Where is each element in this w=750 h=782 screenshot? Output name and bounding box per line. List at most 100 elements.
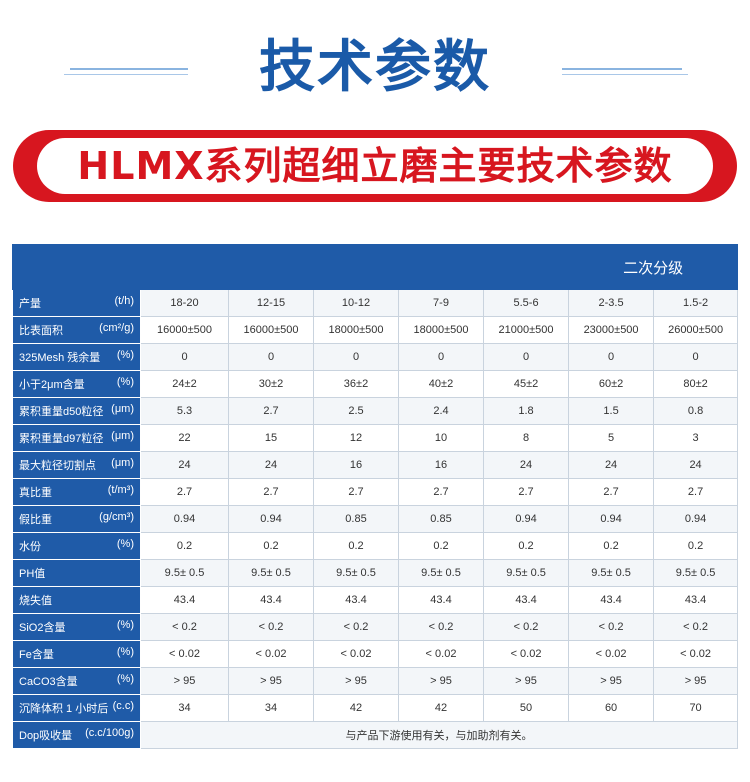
table-cell: 2.7	[482, 478, 570, 506]
table-cell: 2.7	[228, 397, 314, 425]
table-cell: < 0.2	[228, 613, 314, 641]
table-cell: 43.4	[482, 586, 570, 614]
table-cell: < 0.02	[398, 640, 484, 668]
table-cell: 0	[228, 343, 314, 371]
page-title: 技术参数	[259, 35, 491, 100]
row-label: CaCO3含量 (%)	[12, 667, 141, 695]
row-label-unit: (t/m³)	[107, 484, 134, 496]
table-row: 烧失值 43.4 43.4 43.4 43.4 43.4 43.4 43.4	[12, 586, 739, 614]
row-label-name: 水份	[19, 541, 41, 553]
table-cell: 43.4	[653, 586, 739, 614]
table-cell: 1.5-2	[653, 289, 739, 317]
row-label-unit: (cm²/g)	[99, 322, 134, 334]
row-label: Dop吸收量 (c.c/100g)	[12, 721, 141, 749]
row-label: PH值	[12, 559, 141, 587]
table-cell: 0.2	[313, 532, 399, 560]
table-cell: 45±2	[482, 370, 570, 398]
row-label-unit: (c.c/100g)	[85, 727, 134, 739]
table-cell: 0.2	[228, 532, 314, 560]
table-cell: 0	[568, 343, 655, 371]
table-row: 真比重 (t/m³) 2.7 2.7 2.7 2.7 2.7 2.7 2.7	[12, 478, 739, 506]
table-cell: 3	[653, 424, 739, 452]
table-row: 累积重量d50粒径 (μm) 5.3 2.7 2.5 2.4 1.8 1.5 0.8	[12, 397, 739, 425]
table-cell: > 95	[653, 667, 739, 695]
row-label: 最大粒径切割点 (μm)	[12, 451, 141, 479]
row-label-unit: (μm)	[111, 403, 134, 415]
row-label: 小于2μm含量 (%)	[12, 370, 141, 398]
title-area: 技术参数	[0, 28, 750, 108]
table-cell: 26000±500	[653, 316, 739, 344]
table-cell: 16	[398, 451, 484, 479]
table-cell: 9.5± 0.5	[398, 559, 484, 587]
table-cell: 0.94	[568, 505, 655, 533]
table-cell: 2-3.5	[568, 289, 655, 317]
table-cell: 12-15	[228, 289, 314, 317]
table-cell: 9.5± 0.5	[482, 559, 570, 587]
table-cell: 16000±500	[140, 316, 229, 344]
table-row: CaCO3含量 (%) > 95 > 95 > 95 > 95 > 95 > 95 > 95	[12, 667, 739, 695]
table-cell: 2.7	[140, 478, 229, 506]
table-cell: 5.5-6	[482, 289, 570, 317]
table-row: 最大粒径切割点 (μm) 24 24 16 16 24 24 24	[12, 451, 739, 479]
header-blank-cell	[11, 244, 570, 290]
row-label-unit: (c.c)	[112, 700, 134, 712]
row-label-name: 累积重量d50粒径	[19, 406, 104, 418]
table-cell: 9.5± 0.5	[568, 559, 655, 587]
row-label: Fe含量 (%)	[12, 640, 141, 668]
table-row: Fe含量 (%) < 0.02 < 0.02 < 0.02 < 0.02 < 0.02 < 0…	[12, 640, 739, 668]
row-label: 比表面积 (cm²/g)	[12, 316, 141, 344]
table-cell: 0.94	[228, 505, 314, 533]
table-cell: 42	[313, 694, 399, 722]
table-cell: 2.7	[398, 478, 484, 506]
table-cell: 36±2	[313, 370, 399, 398]
table-cell: > 95	[482, 667, 570, 695]
row-label-unit: (%)	[116, 673, 134, 685]
table-cell: < 0.2	[140, 613, 229, 641]
table-cell: 21000±500	[482, 316, 570, 344]
table-cell: 30±2	[228, 370, 314, 398]
table-cell: < 0.02	[228, 640, 314, 668]
row-label: 烧失值	[12, 586, 141, 614]
table-cell: 60±2	[568, 370, 655, 398]
table-cell: 23000±500	[568, 316, 655, 344]
table-cell: < 0.2	[653, 613, 739, 641]
row-label-name: 沉降体积 1 小时后	[19, 703, 109, 715]
table-cell: 0.2	[140, 532, 229, 560]
subtitle-banner: HLMX系列超细立磨主要技术参数	[13, 130, 737, 202]
row-label-name: 325Mesh 残余量	[19, 352, 101, 364]
row-label-unit: (t/h)	[114, 295, 134, 307]
table-cell: 0.94	[140, 505, 229, 533]
row-label-unit: (%)	[116, 646, 134, 658]
row-label-unit: (%)	[116, 349, 134, 361]
row-label-name: 最大粒径切割点	[19, 460, 96, 472]
table-cell: 22	[140, 424, 229, 452]
row-label: 产量 (t/h)	[12, 289, 141, 317]
table-cell: 24	[568, 451, 655, 479]
table-cell: 0	[482, 343, 570, 371]
table-cell: 43.4	[228, 586, 314, 614]
table-cell: 2.7	[313, 478, 399, 506]
table-cell: 43.4	[313, 586, 399, 614]
table-cell: > 95	[398, 667, 484, 695]
table-cell: 9.5± 0.5	[228, 559, 314, 587]
row-label-unit: (%)	[116, 538, 134, 550]
table-cell: 18000±500	[398, 316, 484, 344]
table-cell: 0.85	[398, 505, 484, 533]
table-cell: 0	[313, 343, 399, 371]
spec-table: 二次分级 产量 (t/h) 18-20 12-15 10-12 7-9 5.5-6 2-3.5…	[11, 244, 739, 749]
row-label-name: CaCO3含量	[19, 676, 78, 688]
table-cell: > 95	[140, 667, 229, 695]
table-cell: 1.8	[482, 397, 570, 425]
table-cell: 0	[653, 343, 739, 371]
row-label-name: 小于2μm含量	[19, 379, 85, 391]
table-cell: 70	[653, 694, 739, 722]
subtitle-banner-inner: HLMX系列超细立磨主要技术参数	[37, 138, 713, 194]
row-label: 沉降体积 1 小时后 (c.c)	[12, 694, 141, 722]
group-header: 二次分级	[568, 244, 739, 290]
table-cell: 2.7	[568, 478, 655, 506]
row-label-name: 假比重	[19, 514, 52, 526]
row-label-name: SiO2含量	[19, 622, 66, 634]
table-cell: < 0.02	[653, 640, 739, 668]
table-cell: 24	[482, 451, 570, 479]
table-cell: 16	[313, 451, 399, 479]
